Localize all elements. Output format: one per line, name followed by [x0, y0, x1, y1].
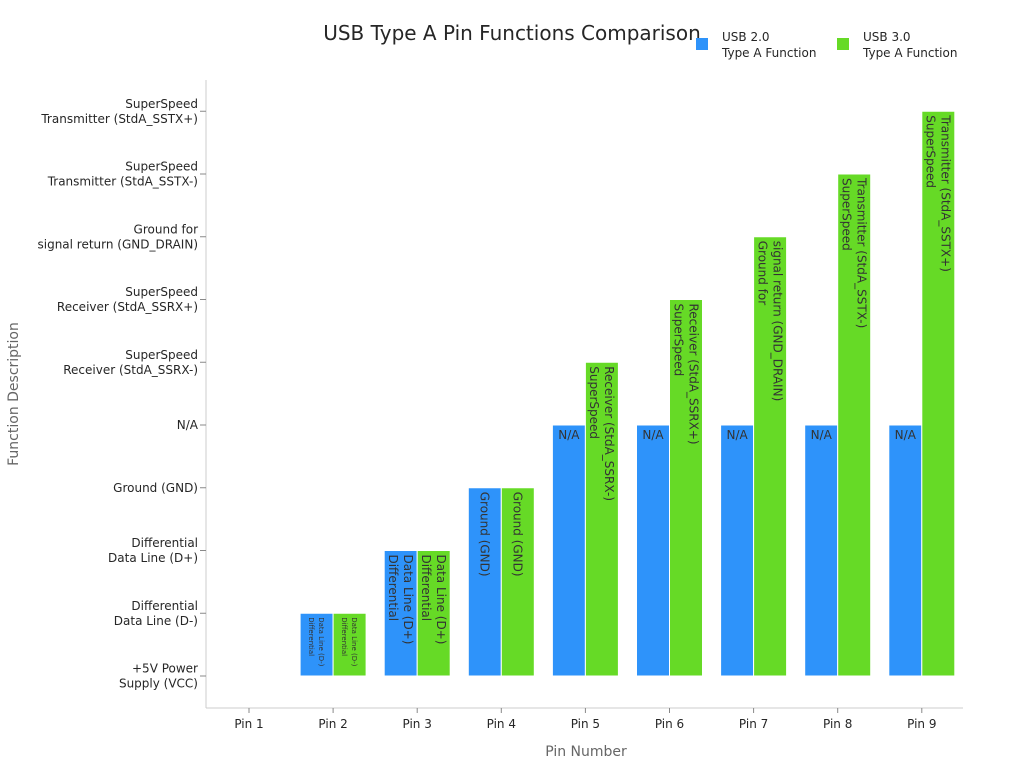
x-tick-label: Pin 4 — [487, 717, 516, 731]
bar-usb3 — [416, 550, 451, 677]
bar-data-label: Differential Data Line (D-) — [340, 617, 358, 666]
bar-data-label: SuperSpeedTransmitter (StdA_SSTX+) — [924, 114, 953, 272]
bar-data-label: N/A — [642, 428, 664, 442]
bar-usb2 — [720, 424, 755, 677]
bar-usb3 — [669, 299, 703, 677]
y-tick-label: Differential Data Line (D-) — [114, 599, 198, 628]
bar-data-label: Ground forsignal return (GND_DRAIN) — [755, 241, 784, 402]
y-tick-label: SuperSpeed Receiver (StdA_SSRX-) — [63, 348, 198, 377]
bar-usb2 — [299, 612, 334, 677]
bar-usb3 — [584, 361, 619, 677]
y-tick-label: N/A — [177, 418, 199, 432]
x-axis-ticks: Pin 1 Pin 2 Pin 3 Pin 4 Pin 5 Pin 6 Pin 7 Pin 8… — [234, 708, 936, 731]
y-tick-label: SuperSpeed Transmitter (StdA_SSTX-) — [47, 160, 198, 189]
y-tick-label: Ground (GND) — [113, 481, 198, 495]
x-tick-label: Pin 6 — [655, 717, 684, 731]
chart-title: USB Type A Pin Functions Comparison — [323, 21, 701, 45]
y-tick-label: SuperSpeed Receiver (StdA_SSRX+) — [57, 285, 198, 314]
bar-usb3 — [921, 110, 956, 677]
bar-data-label: DifferentialData Line (D+) — [419, 555, 448, 645]
y-axis-ticks: +5V Power Supply (VCC) Differential Data Li… — [37, 97, 206, 691]
bar-data-label: N/A — [726, 428, 748, 442]
bar-usb3 — [332, 612, 367, 677]
x-tick-label: Pin 5 — [571, 717, 600, 731]
x-axis-title: Pin Number — [545, 744, 627, 760]
bar-usb2 — [467, 487, 502, 677]
legend-label: USB 3.0 Type A Function — [862, 30, 957, 60]
bar-data-label: N/A — [811, 428, 833, 442]
bar-data-label: Differential Data Line (D-) — [307, 617, 325, 666]
bar-data-label: SuperSpeedReceiver (StdA_SSRX+) — [671, 304, 700, 445]
bar-data-label: N/A — [895, 428, 917, 442]
bar-usb3 — [753, 236, 788, 677]
legend-swatch — [837, 38, 849, 50]
x-tick-label: Pin 2 — [318, 717, 347, 731]
y-tick-label: +5V Power Supply (VCC) — [119, 662, 198, 691]
x-tick-label: Pin 9 — [907, 717, 936, 731]
bars: Differential Data Line (D-) DifferentialDa… — [299, 110, 956, 677]
y-tick-label: Ground for signal return (GND_DRAIN) — [37, 222, 198, 251]
y-tick-label: SuperSpeed Transmitter (StdA_SSTX+) — [40, 97, 198, 126]
bar-usb2 — [551, 424, 586, 677]
bar-data-label: Ground (GND) — [478, 492, 492, 577]
bar-data-label: SuperSpeedReceiver (StdA_SSRX-) — [587, 366, 616, 501]
x-tick-label: Pin 3 — [403, 717, 432, 731]
bar-usb2 — [383, 550, 418, 677]
axes — [205, 80, 963, 709]
bar-data-label: DifferentialData Line (D+) — [386, 555, 415, 645]
y-axis-title: Function Description — [6, 322, 22, 466]
x-tick-label: Pin 1 — [234, 717, 263, 731]
x-tick-label: Pin 7 — [739, 717, 768, 731]
x-tick-label: Pin 8 — [823, 717, 852, 731]
bar-usb3 — [500, 487, 535, 677]
bar-usb2 — [804, 424, 839, 677]
legend-label: USB 2.0 Type A Function — [721, 30, 816, 60]
y-tick-label: Differential Data Line (D+) — [108, 536, 198, 565]
bar-usb2 — [636, 424, 670, 677]
legend-swatch — [696, 38, 708, 50]
bar-usb2 — [888, 424, 923, 677]
bar-data-label: N/A — [558, 428, 580, 442]
legend: USB 2.0 Type A Function USB 3.0 Type A Func… — [696, 30, 957, 60]
bar-usb3 — [837, 173, 872, 677]
bar-data-label: SuperSpeedTransmitter (StdA_SSTX-) — [840, 177, 869, 328]
bar-data-label: Ground (GND) — [511, 492, 525, 577]
